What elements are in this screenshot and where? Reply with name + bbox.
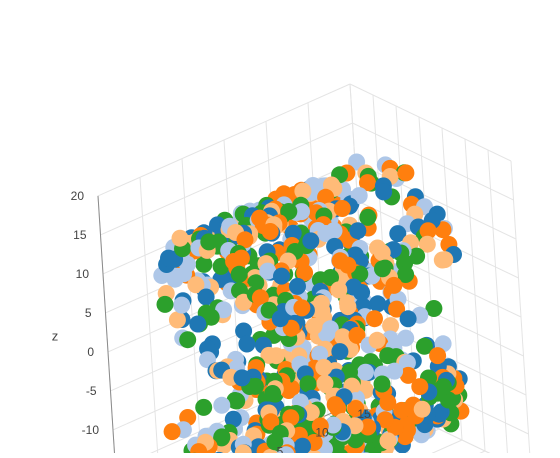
data-point [189, 316, 206, 333]
data-point [289, 278, 306, 295]
data-point [172, 230, 189, 247]
data-point [374, 244, 391, 261]
data-point [233, 250, 250, 267]
data-point [374, 260, 391, 277]
data-point [169, 311, 186, 328]
z-tick-label: 10 [76, 267, 90, 281]
data-point [262, 223, 279, 240]
data-point [369, 332, 386, 349]
points-layer [153, 154, 469, 454]
data-point [234, 369, 251, 386]
data-point [385, 277, 402, 294]
data-point [213, 397, 230, 414]
y-tick-label: 5 [277, 444, 284, 453]
data-point [164, 423, 181, 440]
data-point [369, 295, 386, 312]
grid-line [350, 84, 511, 161]
data-point [357, 364, 374, 381]
data-point [429, 347, 446, 364]
data-point [332, 252, 349, 269]
data-point [380, 432, 397, 449]
data-point [264, 385, 281, 402]
data-point [379, 394, 396, 411]
data-point [366, 310, 383, 327]
data-point [315, 359, 332, 376]
data-point [238, 336, 255, 353]
y-tick-label: 15 [357, 407, 371, 421]
data-point [349, 222, 366, 239]
data-point [272, 310, 289, 327]
data-point [273, 268, 290, 285]
data-point [434, 252, 451, 269]
data-point [375, 183, 392, 200]
data-point [374, 376, 391, 393]
data-point [173, 297, 190, 314]
z-tick-label: -10 [82, 423, 100, 437]
data-point [330, 281, 347, 298]
data-point [157, 296, 174, 313]
data-point [293, 299, 310, 316]
z-tick-label: -5 [86, 384, 97, 398]
y-tick-label: 10 [315, 426, 329, 440]
data-point [179, 331, 196, 348]
data-point [200, 233, 217, 250]
z-tick-label: 20 [71, 189, 85, 203]
data-point [302, 232, 319, 249]
data-point [300, 375, 317, 392]
z-tick-label: 15 [73, 228, 87, 242]
data-point [195, 399, 212, 416]
data-point [331, 343, 348, 360]
z-axis-title: z [52, 328, 59, 343]
data-point [334, 200, 351, 217]
data-point [400, 310, 417, 327]
data-point [411, 378, 428, 395]
data-point [294, 183, 311, 200]
z-tick-label: 0 [87, 345, 94, 359]
data-point [339, 298, 356, 315]
data-point [414, 401, 431, 418]
data-point [228, 393, 245, 410]
data-point [231, 266, 248, 283]
data-point [327, 396, 344, 413]
data-point [397, 164, 414, 181]
data-point [435, 378, 452, 395]
z-tick-label: 5 [85, 306, 92, 320]
data-point [306, 318, 323, 335]
data-point [160, 250, 177, 267]
grid-line [511, 161, 531, 453]
data-point [345, 279, 362, 296]
grid-line [140, 177, 160, 453]
